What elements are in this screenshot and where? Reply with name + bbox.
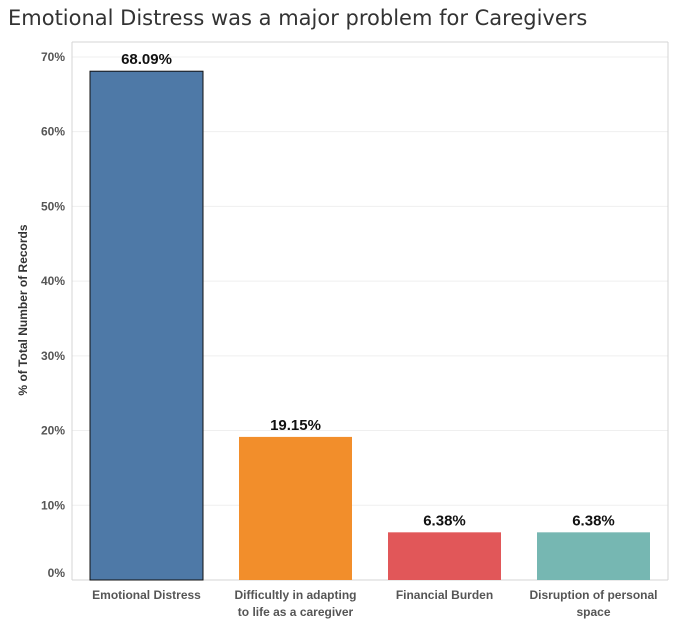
category-label: Disruption of personal space xyxy=(529,588,657,619)
y-tick-label: 0% xyxy=(48,566,66,580)
bars xyxy=(89,70,650,581)
data-label: 6.38% xyxy=(572,512,615,529)
bar xyxy=(89,70,204,581)
category-label: Emotional Distress xyxy=(92,588,201,602)
data-label: 19.15% xyxy=(270,417,321,434)
y-tick-label: 30% xyxy=(41,349,65,363)
y-tick-label: 60% xyxy=(41,125,65,139)
y-tick-label: 50% xyxy=(41,199,65,213)
y-tick-label: 10% xyxy=(41,498,65,512)
y-tick-label: 70% xyxy=(41,50,65,64)
category-label: Difficultly in adapting to life as a care… xyxy=(235,588,357,619)
bar xyxy=(239,436,352,580)
chart-title: Emotional Distress was a major problem f… xyxy=(8,6,588,30)
y-tick-label: 20% xyxy=(41,424,65,438)
bar xyxy=(388,532,501,580)
y-tick-label: 40% xyxy=(41,274,65,288)
bar xyxy=(537,532,650,580)
x-axis-categories: Emotional Distress Difficultly in adaptin… xyxy=(92,588,657,619)
data-label: 68.09% xyxy=(121,51,172,68)
category-label: Financial Burden xyxy=(396,588,493,602)
y-axis-ticks: 0% 10% 20% 30% 40% 50% 60% 70% xyxy=(41,50,65,580)
y-axis-label: % of Total Number of Records xyxy=(16,224,30,395)
data-labels: 68.09% 19.15% 6.38% 6.38% xyxy=(121,51,615,529)
data-label: 6.38% xyxy=(423,512,466,529)
